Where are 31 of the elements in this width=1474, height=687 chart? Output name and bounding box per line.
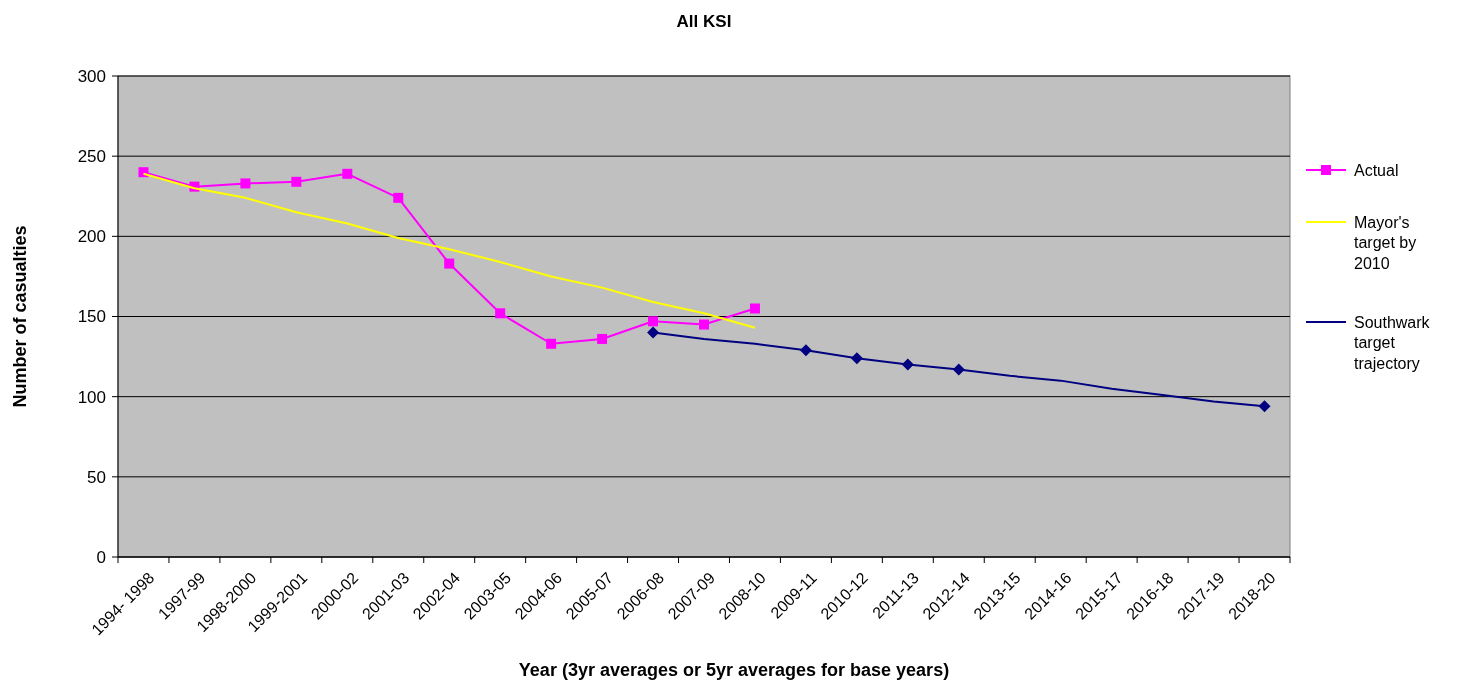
point: [647, 326, 660, 339]
y-tick-label: 50: [87, 467, 106, 487]
legend-label: Southwark target trajectory: [1354, 313, 1431, 373]
y-axis-title: Number of casualties: [10, 225, 30, 408]
point: [952, 363, 965, 376]
chart-title: All KSI: [676, 12, 732, 31]
point: [444, 258, 455, 269]
y-tick-label: 0: [96, 547, 106, 567]
point: [393, 192, 404, 203]
point: [749, 303, 760, 314]
y-tick-label: 100: [77, 387, 106, 407]
point: [699, 319, 709, 330]
point: [597, 333, 608, 344]
point: [648, 316, 659, 327]
point: [342, 168, 353, 179]
legend-label: Mayor's target by 2010: [1354, 213, 1417, 273]
legend-label: Actual: [1354, 161, 1399, 179]
y-tick-label: 150: [77, 307, 106, 327]
point: [291, 176, 302, 187]
point: [495, 308, 506, 319]
y-tick-label: 250: [77, 147, 106, 167]
point: [799, 344, 812, 357]
point: [850, 352, 863, 365]
point: [1258, 400, 1271, 413]
point: [240, 178, 251, 189]
x-axis-title: Year (3yr averages or 5yr averages for base years): [518, 660, 950, 680]
y-tick-label: 200: [77, 227, 106, 247]
point: [138, 167, 149, 178]
point: [546, 338, 557, 349]
y-tick-label: 300: [77, 66, 106, 86]
point: [901, 358, 914, 371]
